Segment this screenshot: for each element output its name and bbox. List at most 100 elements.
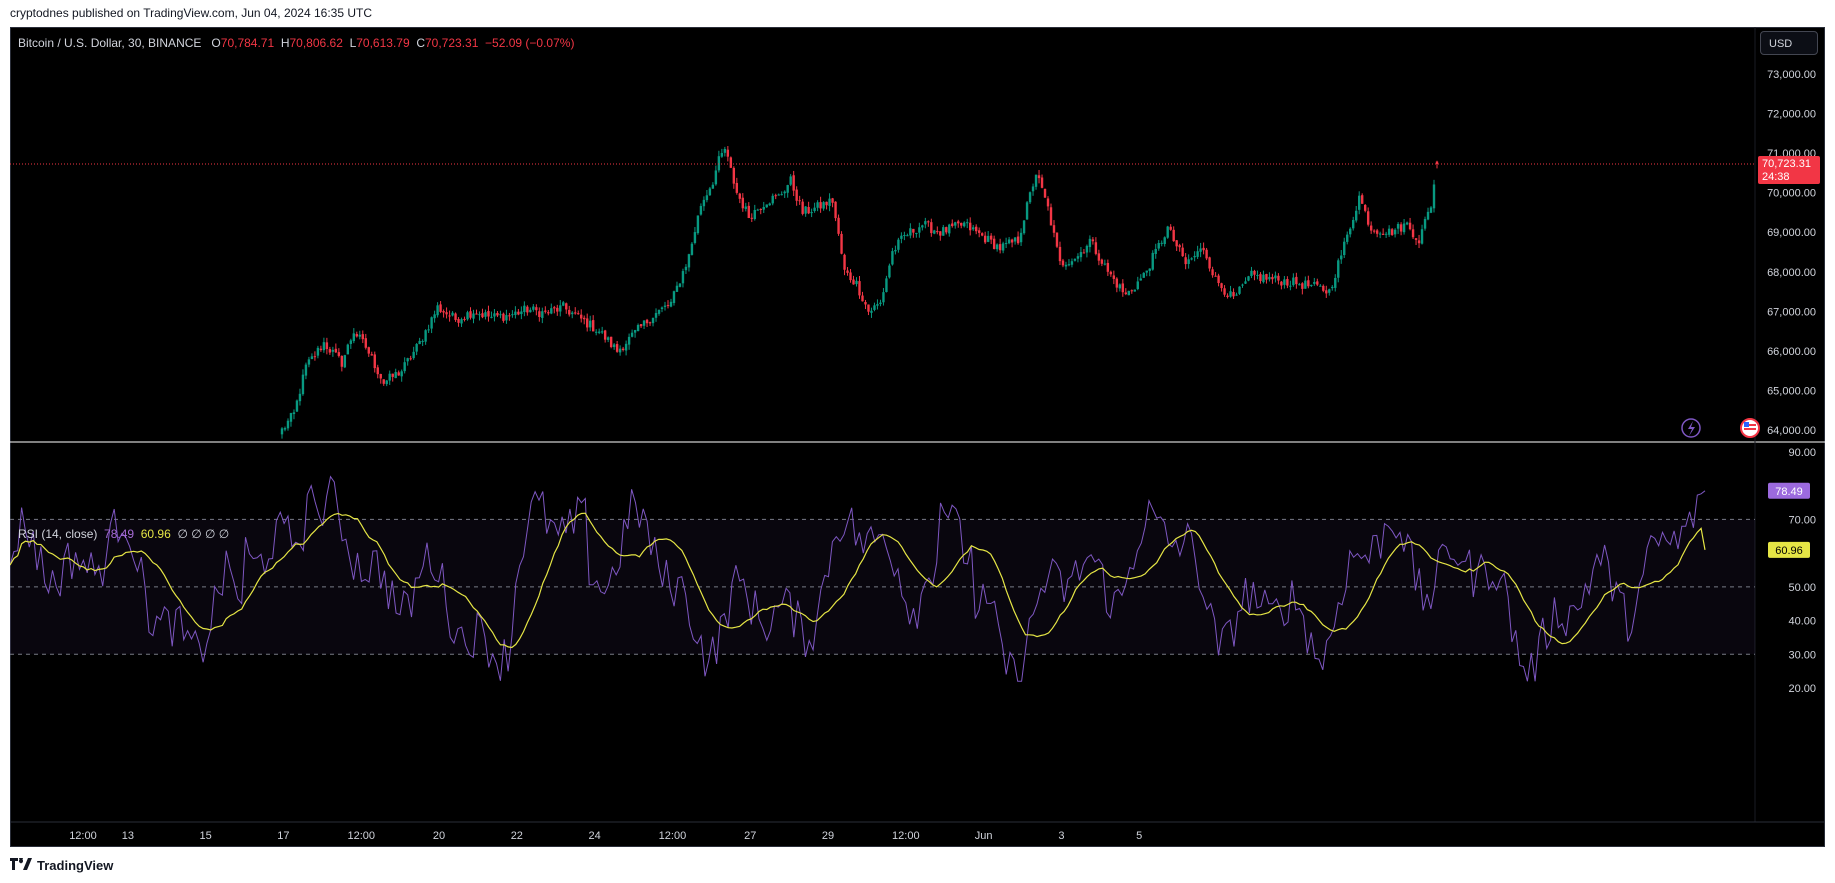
candle bbox=[418, 340, 421, 345]
tradingview-logo-icon[interactable] bbox=[10, 858, 32, 873]
candle bbox=[983, 235, 987, 243]
price-tick-label: 64,000.00 bbox=[1767, 425, 1816, 437]
candle bbox=[702, 199, 706, 207]
candle bbox=[855, 280, 858, 285]
candle bbox=[472, 313, 475, 319]
high-label: H bbox=[280, 36, 290, 50]
candle bbox=[1232, 292, 1235, 297]
price-tick-label: 66,000.00 bbox=[1767, 346, 1816, 358]
low-value: 70,613.79 bbox=[356, 36, 410, 50]
candle bbox=[400, 371, 403, 377]
candle bbox=[1001, 243, 1005, 251]
candle bbox=[1346, 234, 1349, 242]
candle bbox=[954, 222, 957, 226]
candle bbox=[376, 367, 379, 375]
candle bbox=[672, 291, 676, 303]
candle bbox=[998, 244, 1002, 251]
candle bbox=[720, 153, 724, 157]
candle bbox=[409, 358, 412, 360]
candle bbox=[606, 337, 610, 340]
candle bbox=[1172, 229, 1175, 242]
candle bbox=[879, 302, 882, 305]
candle bbox=[600, 331, 604, 333]
candle bbox=[535, 307, 538, 311]
rsi-badge-value: 78.49 bbox=[1775, 486, 1803, 498]
candle bbox=[1259, 274, 1262, 281]
candle bbox=[1115, 278, 1119, 288]
candle bbox=[343, 355, 347, 368]
candle bbox=[915, 232, 918, 234]
candle bbox=[1229, 291, 1232, 297]
candle bbox=[777, 194, 780, 196]
candle bbox=[948, 224, 951, 234]
candle bbox=[1277, 275, 1280, 281]
rsi-ma-legend-value: 60.96 bbox=[140, 527, 171, 541]
price-badge-value: 70,723.31 bbox=[1762, 158, 1811, 170]
candle bbox=[1091, 239, 1095, 242]
candle bbox=[514, 311, 517, 315]
candle bbox=[541, 311, 544, 318]
candle bbox=[1375, 230, 1379, 234]
candle bbox=[1169, 226, 1172, 230]
candle bbox=[1040, 177, 1044, 188]
candle bbox=[732, 167, 736, 184]
price-tick-label: 70,000.00 bbox=[1767, 188, 1816, 200]
candle bbox=[1004, 243, 1008, 245]
candle bbox=[1369, 225, 1373, 231]
candle bbox=[729, 157, 733, 168]
candle bbox=[547, 312, 550, 314]
candle bbox=[912, 228, 915, 233]
candle bbox=[526, 306, 529, 313]
candle bbox=[843, 254, 846, 270]
candle bbox=[1337, 260, 1340, 278]
candle bbox=[391, 373, 394, 377]
candle bbox=[974, 226, 978, 232]
candle bbox=[945, 227, 948, 233]
low-label: L bbox=[349, 36, 357, 50]
candle bbox=[430, 317, 433, 329]
candle bbox=[1217, 275, 1220, 284]
candle bbox=[897, 239, 900, 250]
candle bbox=[759, 208, 762, 210]
candle bbox=[451, 312, 454, 316]
candle bbox=[1046, 198, 1050, 207]
candle bbox=[1304, 280, 1307, 289]
candle bbox=[711, 184, 715, 189]
candle bbox=[340, 355, 344, 367]
candle bbox=[466, 312, 469, 320]
candle bbox=[705, 195, 709, 201]
chart-svg[interactable]: 73,000.0072,000.0071,000.0070,000.0069,0… bbox=[10, 27, 1825, 847]
candle bbox=[786, 185, 789, 193]
candle bbox=[627, 336, 631, 345]
candle bbox=[1241, 284, 1244, 286]
candle bbox=[936, 231, 939, 233]
candle bbox=[1088, 238, 1092, 248]
candle bbox=[568, 309, 571, 315]
candle bbox=[741, 197, 745, 209]
candle bbox=[660, 307, 664, 310]
candle bbox=[852, 279, 855, 285]
rsi-ma-line bbox=[10, 512, 1706, 649]
candle bbox=[1151, 252, 1154, 270]
candle bbox=[819, 202, 822, 209]
candle bbox=[1352, 219, 1355, 229]
candle bbox=[789, 176, 792, 185]
candle bbox=[1007, 239, 1011, 244]
candle bbox=[1190, 258, 1193, 260]
footer-brand[interactable]: TradingView bbox=[37, 858, 114, 873]
rsi-name[interactable]: RSI (14, close) bbox=[18, 527, 98, 541]
candle bbox=[603, 330, 607, 340]
high-value: 70,806.62 bbox=[289, 36, 343, 50]
candle bbox=[1432, 184, 1436, 209]
candle bbox=[1070, 261, 1074, 265]
candle bbox=[499, 314, 502, 316]
currency-button[interactable]: USD bbox=[1760, 31, 1818, 55]
candle bbox=[693, 232, 697, 243]
candle bbox=[508, 315, 511, 317]
symbol-label[interactable]: Bitcoin / U.S. Dollar, 30, BINANCE bbox=[18, 36, 202, 50]
candle bbox=[439, 304, 442, 312]
candle bbox=[1372, 230, 1376, 232]
candle bbox=[1396, 223, 1400, 229]
candle bbox=[612, 344, 616, 348]
candle bbox=[687, 254, 691, 268]
